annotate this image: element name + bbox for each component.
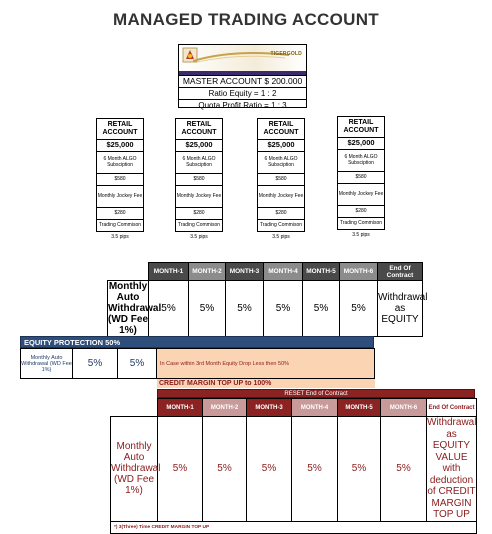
retail-fee: Monthly Jockey Fee [97,186,143,208]
header-end-of-contract: End Of Contract [377,262,423,281]
credit-value-month-1: 5% [157,416,203,522]
retail-amount: $25,000 [97,140,143,152]
retail-subscription: 6 Month ALGO Subsciption [176,152,222,174]
retail-title: RETAIL ACCOUNT [338,117,384,138]
equity-protection-table: Monthly Auto Withdrawal (WD Fee 1%) 5% 5… [20,348,375,379]
value-month-6: 5% [339,280,378,337]
retail-account-1: RETAIL ACCOUNT $25,000 6 Month ALGO Subs… [96,118,144,240]
credit-header-month-3: MONTH-3 [246,398,292,417]
retail-subscription: 6 Month ALGO Subsciption [97,152,143,174]
retail-amount: $25,000 [258,140,304,152]
credit-header-month-4: MONTH-4 [291,398,338,417]
retail-fee-price: $280 [176,208,222,220]
retail-fee: Monthly Jockey Fee [338,184,384,206]
retail-account-2: RETAIL ACCOUNT $25,000 6 Month ALGO Subs… [175,118,223,240]
tiger-emblem-icon [182,47,198,63]
credit-value-month-6: 5% [380,416,427,522]
retail-commission-value: 3.5 pips [352,231,370,238]
credit-header-month-1: MONTH-1 [157,398,203,417]
value-month-2: 5% [188,280,226,337]
credit-value-month-2: 5% [202,416,247,522]
retail-amount: $25,000 [176,140,222,152]
header-spacer [108,263,149,281]
retail-commission: Trading Commison [258,220,304,232]
logo-bar [179,71,306,75]
retail-title: RETAIL ACCOUNT [258,119,304,140]
swoosh-icon [193,52,289,63]
equity-value-2: 5% [117,348,157,379]
retail-commission-value: 3.5 pips [111,233,129,240]
credit-footnote: *) 3(Three) Time CREDIT MARGIN TOP UP [110,520,477,534]
retail-account-3: RETAIL ACCOUNT $25,000 6 Month ALGO Subs… [257,118,305,240]
credit-value-month-5: 5% [337,416,381,522]
credit-header-month-5: MONTH-5 [337,398,381,417]
credit-value-month-4: 5% [291,416,338,522]
credit-value-end-of-contract: Withdrawal as EQUITY VALUE with deductio… [426,416,477,522]
company-logo: TIGERGOLD [179,45,306,76]
reset-end-of-contract-bar: RESET End of Contract [157,389,475,398]
retail-title: RETAIL ACCOUNT [97,119,143,140]
header-month-1: MONTH-1 [148,262,189,281]
retail-fee: Monthly Jockey Fee [258,186,304,208]
value-end-of-contract: Withdrawal as EQUITY [377,280,427,337]
credit-header-spacer [111,399,158,417]
retail-commission-value: 3.5 pips [190,233,208,240]
credit-value-month-3: 5% [246,416,292,522]
retail-commission: Trading Commison [338,218,384,230]
logo-brand-text: TIGERGOLD [270,51,302,57]
retail-subscription: 6 Month ALGO Subsciption [258,152,304,174]
retail-commission: Trading Commison [176,220,222,232]
value-month-5: 5% [302,280,340,337]
master-account-box: TIGERGOLD MASTER ACCOUNT $ 200.000 Ratio… [178,44,307,110]
ratio-equity: Ratio Equity = 1 : 2 [179,88,306,100]
quota-profit-ratio: Quota Profit Ratio = 1 : 3 [198,101,287,110]
equity-row-label: Monthly Auto Withdrawal (WD Fee 1%) [20,348,73,379]
retail-fee-price: $280 [338,206,384,218]
credit-header-month-2: MONTH-2 [202,398,247,417]
equity-note: In Case within 3rd Month Equity Drop Les… [156,348,375,379]
credit-header-end-of-contract: End Of Contract [426,398,477,417]
retail-subscription-price: $580 [338,172,384,184]
row-label: Monthly Auto Withdrawal (WD Fee 1%) [107,280,162,337]
header-month-4: MONTH-4 [263,262,303,281]
withdrawal-header-row: MONTH-1 MONTH-2 MONTH-3 MONTH-4 MONTH-5 … [108,262,423,281]
credit-footnote-row: *) 3(Three) Time CREDIT MARGIN TOP UP [110,520,477,534]
withdrawal-table: MONTH-1 MONTH-2 MONTH-3 MONTH-4 MONTH-5 … [107,262,427,337]
retail-subscription: 6 Month ALGO Subsciption [338,150,384,172]
retail-subscription-price: $580 [97,174,143,186]
value-month-4: 5% [263,280,303,337]
retail-subscription-price: $580 [176,174,222,186]
withdrawal-data-row: Monthly Auto Withdrawal (WD Fee 1%) 5% 5… [107,280,427,337]
credit-row-label: Monthly Auto Withdrawal (WD Fee 1%) [110,416,160,522]
header-month-3: MONTH-3 [225,262,264,281]
credit-margin-table: MONTH-1 MONTH-2 MONTH-3 MONTH-4 MONTH-5 … [110,398,477,534]
value-month-3: 5% [225,280,264,337]
retail-fee-price: $280 [258,208,304,220]
value-month-1: 5% [148,280,189,337]
credit-header-row: MONTH-1 MONTH-2 MONTH-3 MONTH-4 MONTH-5 … [111,398,477,417]
master-account-value: MASTER ACCOUNT $ 200.000 [179,76,306,88]
page-title: MANAGED TRADING ACCOUNT [113,10,379,29]
retail-title: RETAIL ACCOUNT [176,119,222,140]
retail-account-4: RETAIL ACCOUNT $25,000 6 Month ALGO Subs… [337,116,385,238]
retail-fee-price: $280 [97,208,143,220]
header-month-6: MONTH-6 [339,262,378,281]
retail-commission-value: 3.5 pips [272,233,290,240]
retail-fee: Monthly Jockey Fee [176,186,222,208]
equity-value-1: 5% [72,348,118,379]
credit-margin-header: CREDIT MARGIN TOP UP to 100% [157,379,375,388]
equity-protection-header: EQUITY PROTECTION 50% [20,336,374,348]
credit-header-month-6: MONTH-6 [380,398,427,417]
retail-subscription-price: $580 [258,174,304,186]
retail-commission: Trading Commison [97,220,143,232]
retail-amount: $25,000 [338,138,384,150]
credit-data-row: Monthly Auto Withdrawal (WD Fee 1%) 5% 5… [110,416,477,522]
equity-protection-row: Monthly Auto Withdrawal (WD Fee 1%) 5% 5… [20,348,375,379]
header-month-2: MONTH-2 [188,262,226,281]
header-month-5: MONTH-5 [302,262,340,281]
